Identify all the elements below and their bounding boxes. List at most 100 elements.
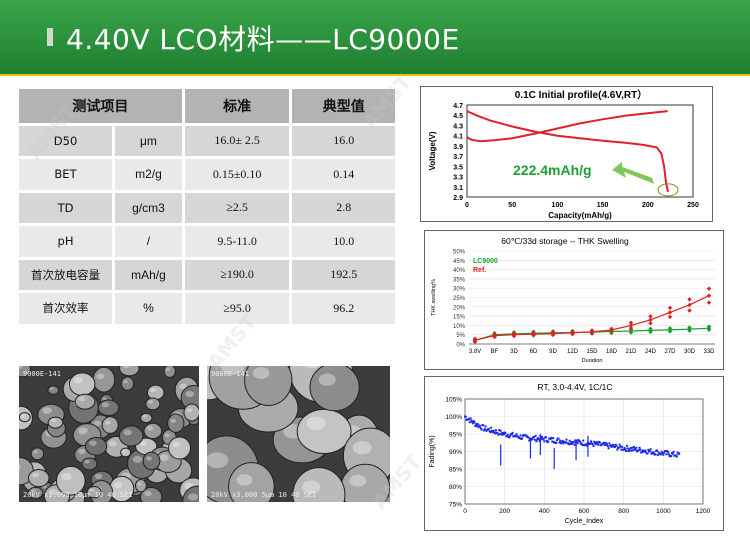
sem-particle bbox=[86, 486, 102, 499]
sem-particle bbox=[74, 393, 96, 410]
sem-highlight bbox=[187, 493, 199, 501]
data-point bbox=[644, 449, 647, 452]
data-point bbox=[540, 438, 543, 441]
y-axis-label: Fading(%) bbox=[429, 435, 436, 467]
spec-typical: 0.14 bbox=[290, 157, 398, 193]
data-point bbox=[508, 436, 511, 439]
sem-particle bbox=[146, 384, 165, 401]
x-tick-label: BF bbox=[491, 349, 499, 355]
sem-highlight bbox=[352, 440, 372, 455]
sem-highlight bbox=[159, 454, 169, 461]
data-point bbox=[499, 429, 502, 432]
data-point bbox=[494, 432, 497, 435]
data-point bbox=[550, 436, 553, 439]
data-point bbox=[550, 330, 556, 335]
data-point bbox=[659, 453, 662, 456]
data-point bbox=[706, 293, 712, 298]
chart-title: 60℃/33d storage -- THK Swelling bbox=[501, 236, 629, 246]
data-point bbox=[544, 436, 547, 439]
sem-highlight bbox=[48, 488, 58, 496]
data-point bbox=[580, 442, 583, 445]
data-point bbox=[570, 329, 575, 334]
data-point bbox=[639, 448, 642, 451]
sem-particle bbox=[97, 399, 120, 417]
data-point bbox=[496, 431, 499, 434]
profile-curve-0 bbox=[466, 110, 668, 143]
data-point bbox=[622, 448, 625, 451]
sem-highlight bbox=[144, 490, 152, 497]
spec-standard: 0.15±0.10 bbox=[183, 157, 293, 193]
data-point bbox=[630, 449, 633, 452]
y-tick-label: 4.3 bbox=[453, 123, 463, 130]
spec-header-row: 测试项目 标准 典型值 bbox=[19, 89, 398, 126]
data-point bbox=[613, 446, 616, 449]
y-tick-label: 4.1 bbox=[453, 134, 463, 141]
data-point bbox=[637, 449, 640, 452]
x-tick-label: 6D bbox=[530, 349, 538, 355]
data-point bbox=[569, 442, 572, 445]
data-point bbox=[687, 302, 692, 308]
sem-particle bbox=[167, 436, 192, 460]
spec-row: BET m2/g 0.15±0.10 0.14 bbox=[19, 157, 398, 193]
data-point bbox=[501, 433, 504, 436]
data-point bbox=[629, 449, 632, 452]
data-point bbox=[492, 332, 497, 337]
data-point bbox=[484, 425, 487, 428]
data-point bbox=[632, 449, 635, 452]
x-tick-label: 15D bbox=[586, 349, 598, 355]
data-point bbox=[565, 438, 568, 441]
sem-highlight bbox=[150, 387, 157, 393]
data-point bbox=[586, 444, 589, 447]
y-tick-label: 80% bbox=[449, 484, 462, 491]
spec-unit: % bbox=[113, 291, 185, 327]
sem-particle bbox=[19, 412, 31, 423]
data-point bbox=[632, 445, 635, 448]
spec-standard: ≥190.0 bbox=[183, 258, 293, 293]
data-point bbox=[472, 336, 478, 342]
data-point bbox=[464, 415, 467, 418]
spec-row: pH/9.5-11.0 10.0 bbox=[19, 224, 398, 260]
sem-highlight bbox=[172, 441, 181, 448]
data-point bbox=[585, 443, 588, 446]
data-point bbox=[572, 441, 575, 444]
data-point bbox=[534, 434, 537, 437]
spec-unit: mAh/g bbox=[113, 258, 185, 293]
sem-highlight bbox=[61, 472, 72, 481]
data-point bbox=[519, 434, 522, 437]
x-tick-label: 0 bbox=[463, 508, 467, 515]
sem-highlight bbox=[19, 366, 23, 369]
data-point bbox=[628, 320, 634, 325]
data-point bbox=[619, 445, 622, 448]
data-point bbox=[596, 442, 599, 445]
data-point bbox=[504, 432, 507, 435]
data-point bbox=[487, 427, 490, 430]
sem-highlight bbox=[78, 427, 88, 435]
y-tick-label: 90% bbox=[449, 449, 462, 456]
data-point bbox=[604, 441, 607, 444]
data-point bbox=[511, 331, 517, 336]
data-point bbox=[494, 429, 497, 432]
data-point bbox=[506, 433, 509, 436]
sem-particle bbox=[119, 366, 140, 377]
data-point bbox=[574, 439, 577, 442]
data-point bbox=[547, 440, 550, 443]
sem-bottom-label-1: 20kV x1,000 10μm 10 40 SEI bbox=[23, 491, 133, 499]
data-point bbox=[575, 439, 578, 442]
page-title: 4.40V LCO材料——LC9000E bbox=[66, 23, 460, 56]
sem-highlight bbox=[84, 459, 90, 464]
profile-chart-panel: 0.1C Initial profile(4.6V,RT） 2.9 3.1 3.3 3.… bbox=[420, 86, 713, 222]
sem-highlight bbox=[33, 450, 38, 454]
data-point bbox=[687, 325, 692, 330]
spec-name: D50 bbox=[19, 124, 116, 159]
y-tick-label: 20% bbox=[453, 305, 466, 311]
data-point bbox=[531, 437, 534, 440]
data-point bbox=[618, 443, 621, 446]
sem-image-1000x: 9000E-141 20kV x1,000 10μm 10 40 SEI bbox=[19, 366, 199, 502]
sem-highlight bbox=[89, 488, 95, 492]
data-point bbox=[474, 425, 477, 428]
sem-particle bbox=[140, 487, 163, 502]
data-point bbox=[557, 437, 560, 440]
sem-particle bbox=[182, 485, 199, 502]
data-point bbox=[582, 439, 585, 442]
sem-highlight bbox=[113, 482, 123, 489]
